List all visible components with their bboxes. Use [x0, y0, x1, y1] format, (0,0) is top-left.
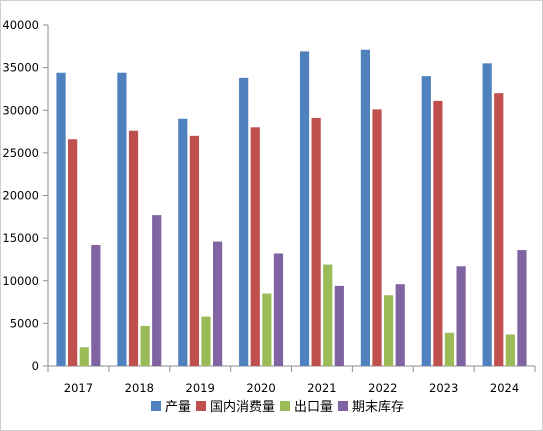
- bar: [250, 127, 260, 366]
- bar: [273, 253, 284, 366]
- legend-item: 国内消费量: [196, 399, 275, 415]
- bar: [239, 77, 249, 367]
- legend-swatch: [196, 401, 206, 411]
- bar: [140, 325, 150, 366]
- x-tick-label: 2023: [429, 381, 458, 395]
- legend-item: 产量: [151, 400, 191, 415]
- bar: [505, 334, 515, 366]
- bar: [178, 118, 188, 366]
- legend-swatch: [280, 401, 290, 411]
- bar: [201, 316, 211, 366]
- bar: [482, 63, 492, 367]
- series-3: [79, 264, 515, 366]
- legend-swatch: [338, 401, 348, 411]
- bar: [311, 117, 321, 366]
- bar: [384, 295, 394, 366]
- y-tick-label: 10000: [2, 274, 39, 288]
- bar: [117, 72, 127, 367]
- bar: [56, 72, 66, 367]
- bar: [395, 284, 405, 366]
- bar: [262, 293, 272, 366]
- bar-series: [56, 49, 527, 367]
- bar: [68, 139, 78, 366]
- legend-swatch: [151, 401, 161, 411]
- legend-label: 出口量: [294, 400, 333, 415]
- bar: [189, 135, 199, 366]
- y-tick-label: 35000: [2, 61, 39, 75]
- y-tick-label: 15000: [2, 231, 39, 245]
- bar: [456, 266, 466, 366]
- legend-item: 期末库存: [338, 399, 404, 415]
- y-tick-label: 30000: [2, 103, 39, 117]
- legend: 产量 国内消费量 出口量 期末库存: [151, 399, 404, 415]
- bar: [323, 264, 333, 366]
- bar: [152, 215, 162, 366]
- bar: [421, 76, 431, 367]
- bar: [79, 347, 89, 366]
- legend-label: 产量: [165, 400, 191, 415]
- series-2: [68, 93, 504, 367]
- series-1: [56, 49, 492, 367]
- x-tick-label: 2022: [368, 381, 397, 395]
- y-tick-label: 5000: [10, 316, 39, 330]
- x-tick-label: 2019: [186, 381, 215, 395]
- bar: [128, 130, 139, 366]
- x-tick-label: 2020: [246, 381, 275, 395]
- x-tick-label: 2021: [307, 381, 336, 395]
- bar: [444, 332, 455, 366]
- bar: [299, 51, 310, 367]
- bar: [334, 285, 344, 366]
- x-tick-label: 2024: [490, 381, 519, 395]
- x-tick-label: 2017: [64, 381, 93, 395]
- x-axis: 2017 2018 2019 2020 2021 2022 2023 2024: [47, 365, 536, 395]
- bar: [360, 49, 371, 366]
- x-tick-label: 2018: [125, 381, 154, 395]
- legend-item: 出口量: [280, 400, 333, 415]
- y-tick-label: 25000: [2, 146, 39, 160]
- y-tick-label: 40000: [2, 18, 39, 32]
- legend-label: 国内消费量: [210, 399, 275, 415]
- bar: [91, 244, 101, 366]
- bar: [212, 241, 223, 366]
- bar: [494, 93, 504, 366]
- legend-label: 期末库存: [352, 399, 404, 415]
- y-axis: 0 5000 10000 15000 20000 25000 30000 35000 40000: [2, 18, 49, 373]
- bar: [372, 109, 382, 367]
- bar: [433, 100, 443, 367]
- bar: [517, 250, 527, 366]
- y-tick-label: 0: [32, 359, 39, 373]
- series-4: [91, 215, 527, 366]
- y-tick-label: 20000: [2, 189, 39, 203]
